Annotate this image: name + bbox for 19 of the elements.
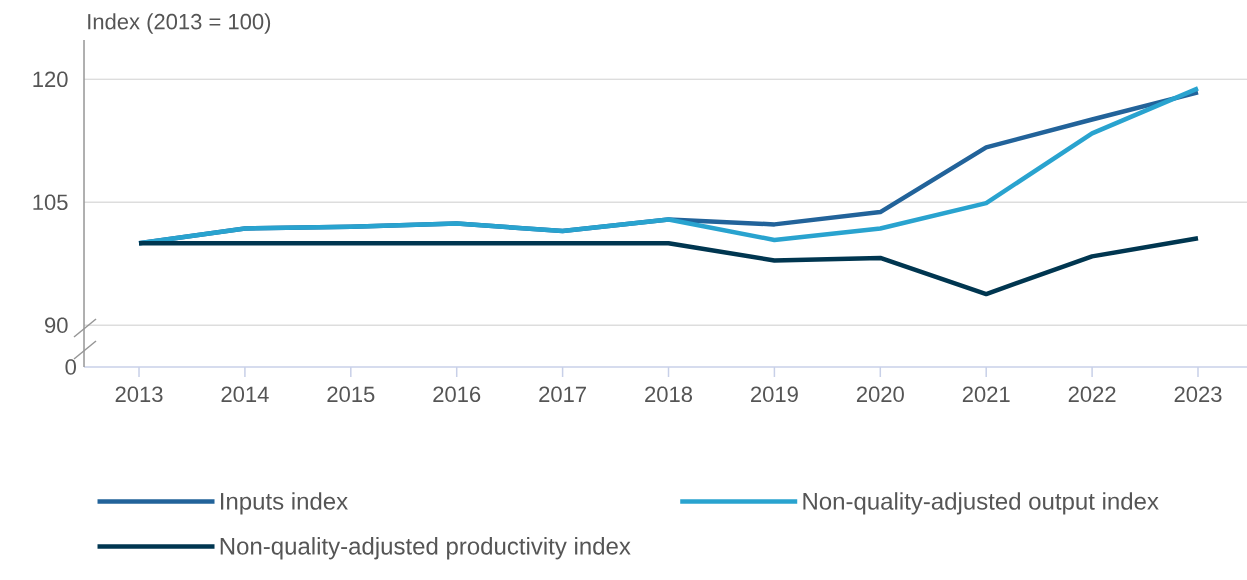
- x-tick-label: 2018: [645, 386, 693, 403]
- legend-label: Inputs index: [220, 492, 348, 515]
- x-tick-label: 2016: [433, 386, 481, 403]
- text: 0: [65, 359, 76, 375]
- x-tick-label: 2022: [1068, 386, 1116, 403]
- x-tick-label: 2013: [115, 386, 163, 403]
- y-tick-label: 90: [45, 317, 68, 333]
- x-tick-label: 2023: [1174, 386, 1222, 403]
- y-tick-label: 105: [33, 194, 68, 211]
- x-tick-label: 2019: [751, 386, 798, 403]
- y-tick-label: 120: [33, 71, 68, 88]
- x-tick-label: 2021: [962, 386, 1010, 403]
- x-tick-label: 2020: [856, 386, 904, 403]
- legend-label: Non-quality-adjusted productivity index: [220, 537, 631, 560]
- y-axis-title: Index (2013 = 100): [88, 13, 271, 34]
- x-tick-label: 2015: [327, 386, 375, 403]
- x-tick-label: 2014: [221, 386, 269, 403]
- legend-label: Non-quality-adjusted output index: [803, 492, 1159, 515]
- x-tick-label: 2017: [539, 386, 586, 403]
